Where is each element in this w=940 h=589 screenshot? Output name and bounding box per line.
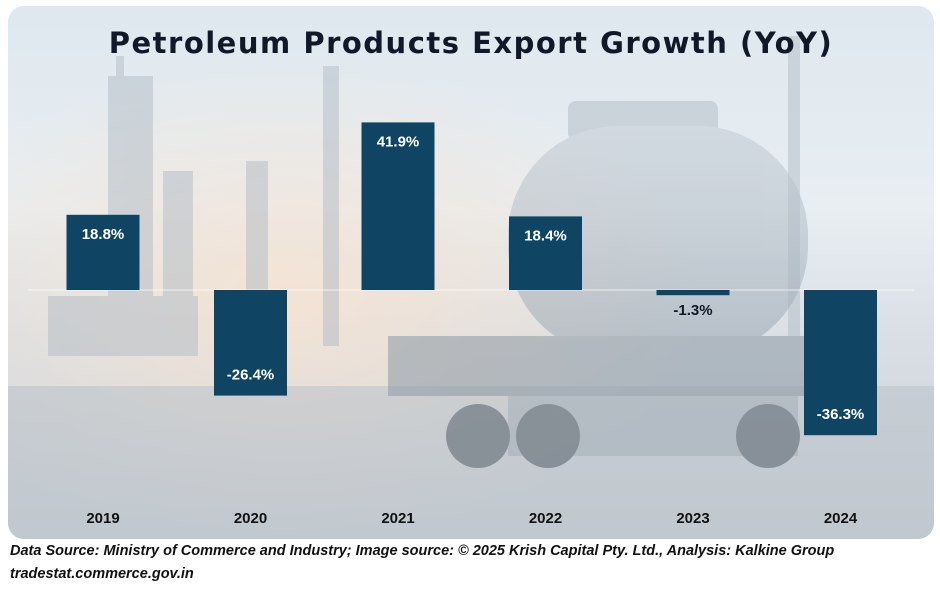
data-label-2024: -36.3% <box>817 406 865 423</box>
x-tick-label-2023: 2023 <box>676 510 709 527</box>
data-label-2023: -1.3% <box>673 302 712 319</box>
data-label-2022: 18.4% <box>524 227 567 244</box>
data-source-note: Data Source: Ministry of Commerce and In… <box>10 543 835 559</box>
background-image <box>8 6 934 539</box>
bar-2023 <box>656 290 730 296</box>
x-tick-label-2020: 2020 <box>234 510 267 527</box>
x-tick-label-2024: 2024 <box>824 510 858 527</box>
data-label-2020: -26.4% <box>227 367 275 384</box>
chart-title: Petroleum Products Export Growth (YoY) <box>108 26 834 60</box>
bar-2021 <box>361 122 435 291</box>
chart-panel: Petroleum Products Export Growth (YoY) 1… <box>8 6 934 539</box>
source-url: tradestat.commerce.gov.in <box>10 566 194 582</box>
data-label-2021: 41.9% <box>377 133 420 150</box>
bar-chart: 18.8% 2019 -26.4% 2020 41.9% 2021 18.4% 2022 -1.… <box>28 122 914 527</box>
x-tick-label-2022: 2022 <box>529 510 562 527</box>
data-label-2019: 18.8% <box>82 226 125 243</box>
bar-2020 <box>214 290 287 396</box>
bar-2019 <box>66 214 140 290</box>
x-tick-label-2021: 2021 <box>381 510 414 527</box>
x-tick-label-2019: 2019 <box>86 510 119 527</box>
bar-2022 <box>509 216 582 290</box>
bar-2024 <box>804 290 877 436</box>
